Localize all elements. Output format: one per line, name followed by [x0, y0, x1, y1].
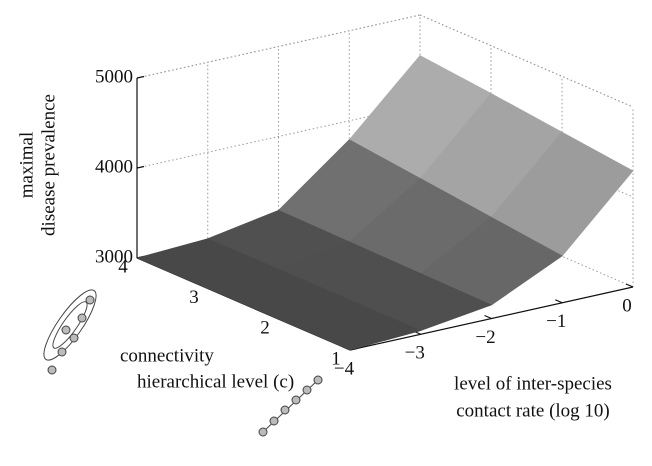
y-tick-label: 2 [260, 318, 270, 339]
y-axis-title: connectivity [120, 345, 214, 366]
z-tick [137, 77, 144, 79]
z-tick [137, 167, 144, 169]
network-icon-clustered [36, 284, 104, 374]
x-tick-label: −2 [475, 327, 495, 348]
y-tick-label: 4 [118, 256, 128, 277]
x-tick [626, 284, 633, 287]
z-tick-label: 5000 [95, 66, 133, 87]
x-tick [485, 316, 492, 319]
chart: 3000400050001234−4−3−2−10maximaldisease … [0, 0, 652, 466]
y-tick-label: 3 [189, 287, 199, 308]
x-tick-label: −4 [334, 358, 355, 379]
x-tick [555, 300, 562, 303]
x-tick-label: 0 [622, 295, 632, 316]
y-axis-title: hierarchical level (c) [137, 371, 294, 392]
x-axis-title: contact rate (log 10) [456, 400, 610, 421]
x-axis-title: level of inter-species [454, 373, 612, 394]
z-axis-title: maximal [16, 132, 37, 198]
x-tick-label: −1 [546, 311, 566, 332]
x-tick-label: −3 [405, 343, 425, 364]
z-axis-title: disease prevalence [38, 94, 59, 236]
z-tick-label: 4000 [95, 156, 133, 177]
